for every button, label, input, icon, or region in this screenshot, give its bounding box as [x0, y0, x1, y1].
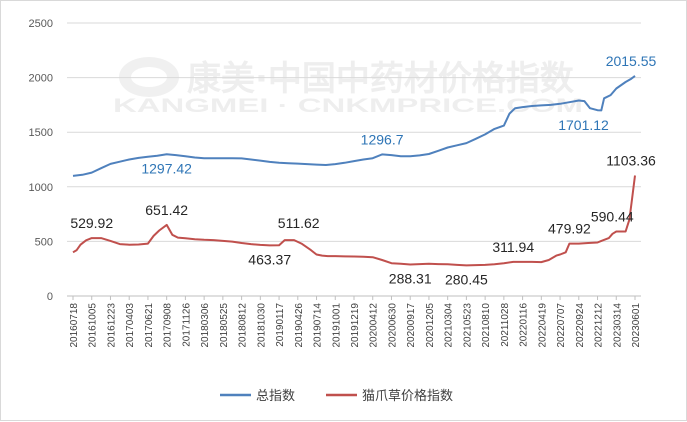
legend-label-maozhaocao-index: 猫爪草价格指数 — [362, 388, 453, 404]
x-tick-label: 20190117 — [275, 303, 286, 347]
x-tick-label: 20170621 — [144, 303, 155, 348]
watermark-logo: 康美·中国中药材价格指数 KANGMEI · CNKMPRICE.COM — [113, 57, 583, 117]
data-label: 1701.12 — [558, 117, 609, 133]
x-tick-label: 20180306 — [200, 303, 211, 348]
x-tick-label: 20181030 — [256, 303, 267, 348]
x-tick-label: 20211028 — [500, 303, 511, 347]
data-label: 280.45 — [445, 271, 488, 287]
x-tick-label: 20220116 — [519, 303, 530, 347]
x-tick-label: 20200630 — [387, 303, 398, 348]
x-tick-label: 20210523 — [462, 303, 473, 348]
series-line-0 — [72, 75, 636, 177]
legend: 总指数 猫爪草价格指数 — [220, 388, 453, 404]
data-label: 288.31 — [389, 271, 432, 287]
data-label: 1297.42 — [141, 160, 192, 176]
data-label: 1103.36 — [606, 153, 656, 169]
x-tick-label: 20230314 — [612, 303, 623, 348]
x-tick-label: 20180525 — [219, 303, 230, 348]
data-label: 529.92 — [70, 215, 113, 231]
x-tick-label: 20190426 — [294, 303, 305, 348]
x-tick-label: 20171126 — [181, 303, 192, 347]
y-tick-label: 2500 — [29, 18, 53, 30]
data-label: 590.44 — [591, 209, 634, 225]
data-label: 463.37 — [248, 251, 291, 267]
x-tick-label: 20220419 — [537, 303, 548, 348]
data-label: 1296.7 — [361, 131, 404, 147]
y-tick-label: 1000 — [29, 182, 53, 194]
y-axis: 0 500 1000 1500 2000 2500 — [29, 18, 53, 303]
data-label: 511.62 — [278, 215, 320, 231]
x-tick-label: 20170908 — [163, 303, 174, 348]
x-tick-label: 20221212 — [594, 303, 605, 348]
y-tick-label: 2000 — [29, 73, 53, 85]
series-lines — [72, 75, 636, 267]
x-tick-label: 20200412 — [369, 303, 380, 348]
x-tick-label: 20201205 — [425, 303, 436, 348]
x-tick-label: 20220924 — [575, 303, 586, 348]
series-line-1 — [72, 175, 636, 267]
watermark-emblem-icon — [119, 57, 179, 97]
x-tick-label: 20170403 — [125, 303, 136, 348]
legend-label-total-index: 总指数 — [256, 389, 295, 404]
x-tick-label: 20230601 — [631, 303, 642, 348]
data-label: 651.42 — [145, 202, 188, 218]
x-tick-label: 20210304 — [444, 303, 455, 348]
x-tick-label: 20200917 — [406, 303, 417, 348]
x-tick-label: 20180812 — [238, 303, 249, 348]
y-tick-label: 0 — [47, 291, 53, 303]
x-tick-label: 20220707 — [556, 303, 567, 348]
data-labels: 1297.42 1296.7 1701.12 2015.55 529.92 651.42 4… — [70, 53, 656, 287]
x-tick-label: 20160718 — [69, 303, 80, 348]
x-tick-label: 20161223 — [106, 303, 117, 348]
x-tick-label: 20190714 — [313, 303, 324, 348]
x-axis: 20160718 20161005 20161223 20170403 20170621… — [69, 296, 642, 348]
data-label: 2015.55 — [606, 53, 657, 69]
x-tick-label: 20161005 — [88, 303, 99, 348]
data-label: 479.92 — [548, 221, 591, 237]
x-tick-label: 20210810 — [481, 303, 492, 348]
y-tick-label: 1500 — [29, 127, 53, 139]
y-tick-label: 500 — [35, 236, 53, 248]
data-label: 311.94 — [492, 239, 534, 255]
x-tick-label: 20191219 — [350, 303, 361, 348]
x-tick-label: 20191001 — [331, 303, 342, 348]
watermark-en-text: KANGMEI · CNKMPRICE.COM — [113, 96, 583, 117]
watermark-cn-text: 康美·中国中药材价格指数 — [187, 59, 574, 99]
